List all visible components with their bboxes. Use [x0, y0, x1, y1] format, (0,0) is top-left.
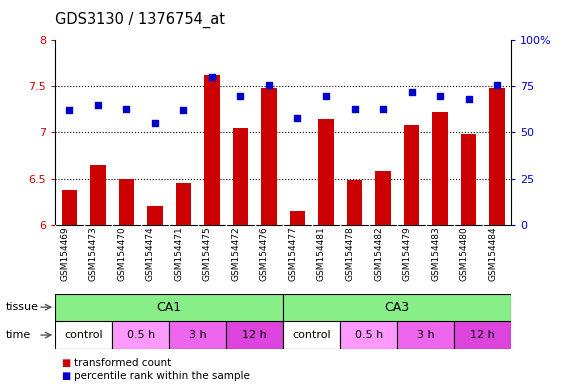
Point [464, 96, 473, 103]
Bar [175, 183, 191, 225]
Point [264, 81, 274, 88]
Point [321, 93, 331, 99]
Text: GSM154482: GSM154482 [374, 227, 383, 281]
Point [435, 93, 444, 99]
Bar [147, 206, 163, 225]
Text: CA3: CA3 [385, 301, 410, 314]
Bar [62, 190, 77, 225]
Text: GSM154481: GSM154481 [317, 227, 326, 281]
Point [293, 115, 302, 121]
Bar [404, 125, 419, 225]
Text: CA1: CA1 [157, 301, 182, 314]
Point [94, 102, 103, 108]
Text: GSM154473: GSM154473 [89, 227, 98, 281]
Point [236, 93, 245, 99]
Bar [119, 179, 134, 225]
Text: GSM154479: GSM154479 [403, 227, 411, 281]
Point [122, 106, 131, 112]
Bar [432, 112, 448, 225]
Bar [169, 321, 226, 349]
Text: GSM154474: GSM154474 [146, 227, 155, 281]
Text: GDS3130 / 1376754_at: GDS3130 / 1376754_at [55, 12, 225, 28]
Text: 3 h: 3 h [417, 330, 435, 340]
Bar [284, 294, 511, 321]
Point [350, 106, 359, 112]
Text: control: control [64, 330, 103, 340]
Text: GSM154475: GSM154475 [203, 227, 212, 281]
Point [65, 107, 74, 113]
Text: GSM154484: GSM154484 [488, 227, 497, 281]
Point [492, 81, 501, 88]
Bar [261, 88, 277, 225]
Text: GSM154480: GSM154480 [460, 227, 468, 281]
Bar [284, 321, 340, 349]
Text: GSM154472: GSM154472 [231, 227, 241, 281]
Bar [375, 171, 391, 225]
Text: 0.5 h: 0.5 h [354, 330, 383, 340]
Text: percentile rank within the sample: percentile rank within the sample [74, 371, 250, 381]
Text: transformed count: transformed count [74, 358, 171, 368]
Point [407, 89, 416, 95]
Text: control: control [292, 330, 331, 340]
Bar [489, 88, 505, 225]
Bar [112, 321, 169, 349]
Text: 0.5 h: 0.5 h [127, 330, 155, 340]
Bar [204, 75, 220, 225]
Text: GSM154483: GSM154483 [431, 227, 440, 281]
Bar [232, 128, 248, 225]
Text: GSM154477: GSM154477 [289, 227, 297, 281]
Point [378, 106, 388, 112]
Bar [55, 294, 284, 321]
Text: 3 h: 3 h [189, 330, 206, 340]
Text: tissue: tissue [6, 302, 39, 312]
Bar [461, 134, 476, 225]
Bar [290, 211, 306, 225]
Text: GSM154469: GSM154469 [60, 227, 70, 281]
Text: ■: ■ [61, 371, 70, 381]
Bar [226, 321, 284, 349]
Bar [454, 321, 511, 349]
Bar [55, 321, 112, 349]
Bar [347, 180, 363, 225]
Bar [318, 119, 334, 225]
Point [207, 74, 217, 80]
Text: 12 h: 12 h [471, 330, 495, 340]
Point [150, 120, 160, 126]
Text: GSM154471: GSM154471 [174, 227, 184, 281]
Point [179, 107, 188, 113]
Bar [340, 321, 397, 349]
Text: 12 h: 12 h [242, 330, 267, 340]
Text: time: time [6, 330, 31, 340]
Bar [397, 321, 454, 349]
Text: GSM154476: GSM154476 [260, 227, 269, 281]
Text: GSM154470: GSM154470 [117, 227, 127, 281]
Bar [90, 165, 106, 225]
Text: GSM154478: GSM154478 [346, 227, 354, 281]
Text: ■: ■ [61, 358, 70, 368]
